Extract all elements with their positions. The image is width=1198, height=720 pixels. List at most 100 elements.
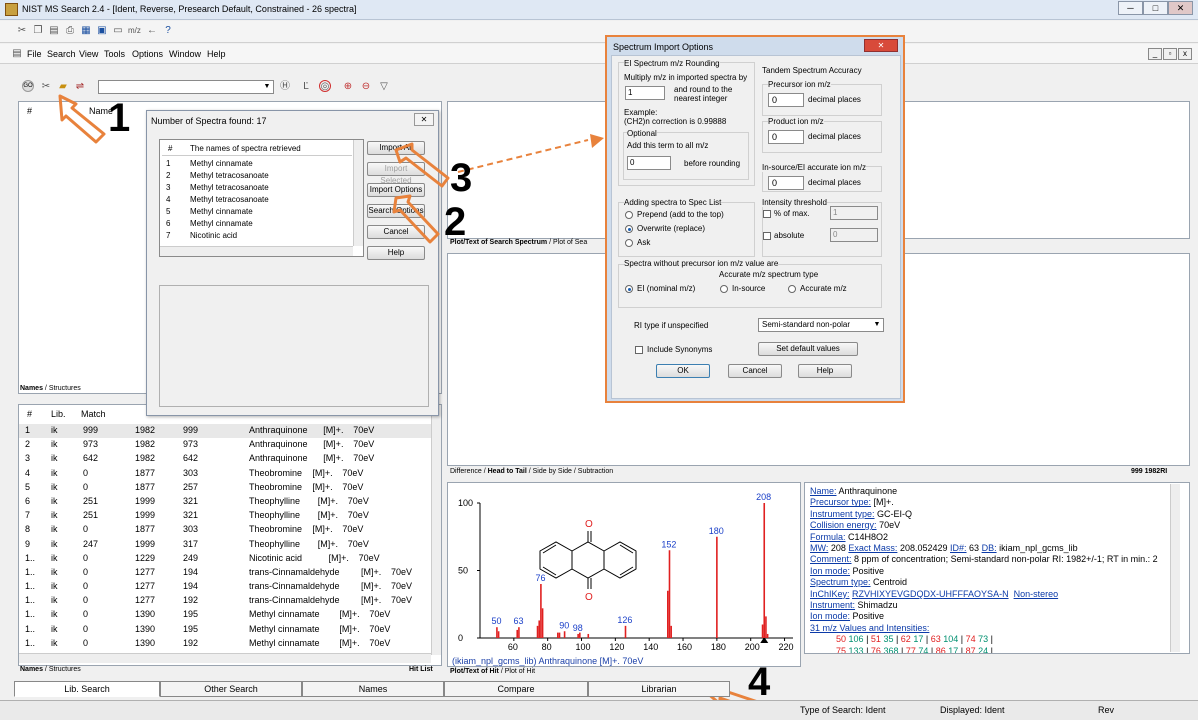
list-item[interactable]: 5 Methyl cinnamate — [160, 206, 352, 218]
number-dialog-close-button[interactable]: ✕ — [414, 113, 434, 126]
spectra-list-hscrollbar[interactable] — [160, 246, 353, 256]
number-dialog-cancel-button[interactable]: Cancel — [367, 225, 425, 239]
menu-help[interactable]: Help — [207, 49, 226, 59]
target-icon[interactable]: ◎ — [319, 80, 331, 92]
hit-list-hscrollbar[interactable] — [19, 653, 431, 663]
zoom-out-icon[interactable]: ⊖ — [361, 81, 371, 92]
info-instrument-type-key[interactable]: Instrument type: — [810, 508, 875, 519]
ask-radio[interactable] — [625, 239, 633, 247]
spectra-names-list[interactable]: # The names of spectra retrieved 1 Methyl… — [159, 139, 364, 257]
spectra-list-scrollbar[interactable] — [353, 140, 363, 246]
table-row[interactable]: 5 ik 0 1877 257 Theobromine [M]+. 70eV — [19, 481, 431, 495]
menu-window[interactable]: Window — [169, 49, 202, 59]
insource-radio[interactable] — [720, 285, 728, 293]
tab-plot-of-search[interactable]: Plot of Sea — [552, 239, 588, 246]
multiply-input[interactable]: 1 — [625, 86, 665, 100]
table-row[interactable]: 1 ik 999 1982 999 Anthraquinone [M]+. 70eV — [19, 424, 431, 439]
table-row[interactable]: 1.. ik 0 1277 194 trans-Cinnamaldehyde [M]+. 70… — [19, 580, 431, 594]
tab-names[interactable]: Names — [20, 385, 43, 392]
tab-difference[interactable]: Difference — [450, 468, 482, 475]
table-row[interactable]: 1.. ik 0 1277 192 trans-Cinnamaldehyde [M]+. 70… — [19, 594, 431, 608]
set-default-values-button[interactable]: Set default values — [758, 342, 858, 356]
info-db-key[interactable]: DB: — [981, 543, 997, 554]
info-inchikey-key[interactable]: InChIKey: — [810, 588, 850, 599]
list-item[interactable]: 4 Methyl tetracosanoate — [160, 194, 352, 206]
window-icon[interactable]: ▭ — [113, 25, 123, 36]
number-dialog-help-button[interactable]: Help — [367, 246, 425, 260]
info-name-key[interactable]: Name: — [810, 486, 837, 496]
list-item[interactable]: 7 Nicotinic acid — [160, 230, 352, 242]
info-instrument-key[interactable]: Instrument: — [810, 600, 856, 611]
mdi-restore-button[interactable]: ▫ — [1163, 48, 1177, 60]
list-item[interactable]: 1 Methyl cinnamate — [160, 158, 352, 170]
table-row[interactable]: 9 ik 247 1999 317 Theophylline [M]+. 70eV — [19, 538, 431, 552]
mz-icon[interactable]: m/z — [128, 26, 141, 35]
tab-subtraction[interactable]: Subtraction — [577, 468, 614, 475]
include-synonyms-checkbox[interactable] — [635, 346, 643, 354]
info-ion-mode-key[interactable]: Ion mode: — [810, 565, 851, 576]
insource-decimals-select[interactable]: 0 — [768, 176, 804, 190]
mdi-close-button[interactable]: x — [1178, 48, 1192, 60]
library-combo[interactable]: ▼ — [98, 80, 274, 94]
hit-list-scrollbar[interactable] — [431, 405, 441, 655]
tab-librarian[interactable]: Librarian — [588, 681, 730, 697]
table-row[interactable]: 1.. ik 0 1390 195 Methyl cinnamate [M]+. 70eV — [19, 608, 431, 622]
cut-icon[interactable]: ✂ — [17, 25, 27, 36]
table-row[interactable]: 1.. ik 0 1390 195 Methyl cinnamate [M]+. 70eV — [19, 623, 431, 637]
open-folder-icon[interactable]: ▰ — [59, 81, 67, 92]
table-row[interactable]: 4 ik 0 1877 303 Theobromine [M]+. 70eV — [19, 467, 431, 481]
maximize-button[interactable]: □ — [1143, 1, 1168, 15]
hydrogen-icon[interactable]: Ⓗ — [280, 81, 290, 92]
print-icon[interactable]: ⎙ — [66, 25, 74, 36]
tab-structures[interactable]: Structures — [48, 385, 81, 392]
absolute-checkbox[interactable] — [763, 232, 771, 240]
zoom-in-icon[interactable]: ⊕ — [343, 81, 353, 92]
import-dialog-close-button[interactable]: ✕ — [864, 39, 898, 52]
info-scrollbar[interactable] — [1170, 484, 1180, 652]
import-icon[interactable]: ⇌ — [75, 81, 85, 92]
close-button[interactable]: ✕ — [1168, 1, 1193, 15]
add-term-input[interactable]: 0 — [627, 156, 671, 170]
list-item[interactable]: 2 Methyl tetracosanoate — [160, 170, 352, 182]
absolute-input[interactable]: 0 — [830, 228, 878, 242]
menu-view[interactable]: View — [79, 49, 99, 59]
import-ok-button[interactable]: OK — [656, 364, 710, 378]
table-row[interactable]: 1.. ik 0 1229 249 Nicotinic acid [M]+. 70eV — [19, 552, 431, 566]
tab-other-search[interactable]: Other Search — [160, 681, 302, 697]
table-row[interactable]: 1.. ik 0 1277 194 trans-Cinnamaldehyde [M]+. 70… — [19, 566, 431, 580]
ei-nominal-radio[interactable] — [625, 285, 633, 293]
table-row[interactable]: 7 ik 251 1999 321 Theophylline [M]+. 70eV — [19, 509, 431, 523]
import-selected-button[interactable]: Import Selected — [367, 162, 425, 185]
hit-tab-names[interactable]: Names — [20, 666, 43, 673]
info-id-key[interactable]: ID#: — [950, 543, 967, 554]
prepend-radio[interactable] — [625, 211, 633, 219]
tab-side-by-side[interactable]: Side by Side — [532, 468, 572, 475]
menu-tools[interactable]: Tools — [104, 49, 126, 59]
precursor-decimals-select[interactable]: 0 — [768, 93, 804, 107]
tab-compare[interactable]: Compare — [444, 681, 588, 697]
percent-input[interactable]: 1 — [830, 206, 878, 220]
info-spectrum-type-key[interactable]: Spectrum type: — [810, 577, 871, 588]
tab-plot-text-search[interactable]: Plot/Text of Search Spectrum — [450, 239, 548, 246]
tab-names-bottom[interactable]: Names — [302, 681, 444, 697]
mdi-minimize-button[interactable]: _ — [1148, 48, 1162, 60]
info-exact-mass-key[interactable]: Exact Mass: — [848, 543, 898, 554]
accurate-radio[interactable] — [788, 285, 796, 293]
tab-lib-search[interactable]: Lib. Search — [14, 681, 160, 697]
table-row[interactable]: 3 ik 642 1982 642 Anthraquinone [M]+. 70eV — [19, 452, 431, 466]
percent-checkbox[interactable] — [763, 210, 771, 218]
info-collision-key[interactable]: Collision energy: — [810, 520, 877, 531]
info-comment-key[interactable]: Comment: — [810, 554, 852, 565]
help-question-icon[interactable]: ? — [165, 25, 171, 36]
info-ion-mode2-key[interactable]: Ion mode: — [810, 611, 851, 622]
scissors-icon[interactable]: ✂ — [41, 81, 51, 92]
tab-plot-text-hit[interactable]: Plot/Text of Hit — [450, 668, 499, 675]
import-options-button[interactable]: Import Options — [367, 183, 425, 197]
list-item[interactable]: 6 Methyl cinnamate — [160, 218, 352, 230]
menu-file[interactable]: File — [27, 49, 42, 59]
table-row[interactable]: 8 ik 0 1877 303 Theobromine [M]+. 70eV — [19, 523, 431, 537]
filter-icon[interactable]: ▽ — [380, 81, 388, 92]
info-formula-key[interactable]: Formula: — [810, 531, 846, 542]
table-row[interactable]: 6 ik 251 1999 321 Theophylline [M]+. 70eV — [19, 495, 431, 509]
info-precursor-key[interactable]: Precursor type: — [810, 497, 872, 508]
